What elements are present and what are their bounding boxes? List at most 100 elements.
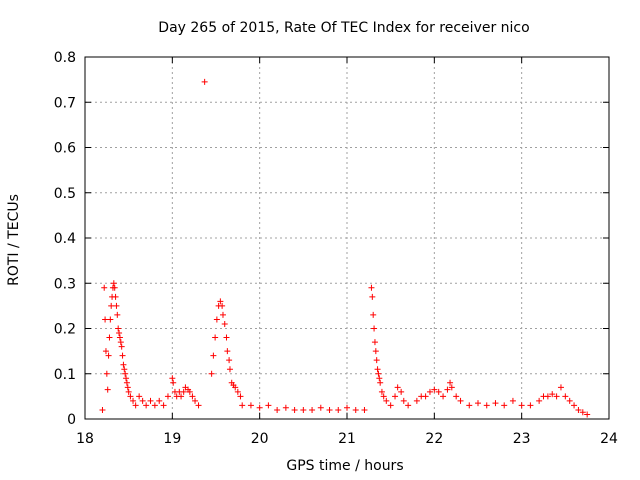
- data-point: [192, 397, 199, 404]
- x-axis-title: GPS time / hours: [286, 458, 403, 474]
- data-point: [136, 393, 143, 400]
- ticks-layer: [84, 56, 610, 420]
- data-point: [394, 384, 401, 391]
- data-point: [116, 330, 123, 337]
- data-point: [368, 284, 375, 291]
- data-point: [107, 316, 114, 323]
- data-point: [518, 402, 525, 409]
- data-point: [387, 402, 394, 409]
- data-point: [101, 284, 108, 291]
- y-tick-label: 0.4: [54, 231, 76, 247]
- data-point: [492, 400, 499, 407]
- data-point: [374, 366, 381, 373]
- data-point: [164, 393, 171, 400]
- data-point: [219, 302, 226, 309]
- data-point: [562, 393, 569, 400]
- data-point: [102, 316, 109, 323]
- data-point: [123, 375, 130, 382]
- data-point: [105, 352, 112, 359]
- data-point: [106, 334, 113, 341]
- data-point: [453, 393, 460, 400]
- x-tick-label: 20: [251, 431, 269, 447]
- data-point: [119, 352, 126, 359]
- data-point: [380, 393, 387, 400]
- data-point: [232, 384, 239, 391]
- data-point: [111, 284, 118, 291]
- data-point: [447, 379, 454, 386]
- y-tick-label: 0.8: [54, 50, 76, 66]
- y-tick-label: 0.2: [54, 322, 76, 338]
- x-tick-label: 21: [338, 431, 356, 447]
- x-tick-label: 23: [513, 431, 531, 447]
- data-point: [426, 388, 433, 395]
- data-point: [300, 406, 307, 413]
- x-tick-labels: 18 19 20 21 22 23 24: [76, 431, 618, 447]
- data-point: [208, 370, 215, 377]
- data-point: [352, 406, 359, 413]
- data-point: [139, 397, 146, 404]
- data-point: [444, 386, 451, 393]
- points-layer: [99, 78, 591, 418]
- data-point: [114, 311, 121, 318]
- data-point: [557, 384, 564, 391]
- data-point: [371, 339, 378, 346]
- data-point: [400, 397, 407, 404]
- data-point: [223, 334, 230, 341]
- data-point: [527, 402, 534, 409]
- data-point: [108, 302, 115, 309]
- x-tick-label: 18: [76, 431, 94, 447]
- data-point: [282, 404, 289, 411]
- x-tick-label: 22: [425, 431, 443, 447]
- data-point: [213, 316, 220, 323]
- data-point: [405, 402, 412, 409]
- data-point: [151, 402, 158, 409]
- data-point: [201, 78, 208, 85]
- data-point: [189, 393, 196, 400]
- data-point: [112, 293, 119, 300]
- data-point: [466, 402, 473, 409]
- y-axis-title: ROTI / TECUs: [6, 194, 22, 286]
- x-tick-label: 24: [600, 431, 618, 447]
- y-tick-label: 0.7: [54, 95, 76, 111]
- data-point: [226, 366, 233, 373]
- data-point: [116, 334, 123, 341]
- data-point: [186, 388, 193, 395]
- data-point: [370, 311, 377, 318]
- data-point: [117, 339, 124, 346]
- data-point: [501, 402, 508, 409]
- data-point: [549, 391, 556, 398]
- data-point: [376, 375, 383, 382]
- data-point: [180, 388, 187, 395]
- y-tick-label: 0.3: [54, 276, 76, 292]
- y-tick-labels: 0 0.1 0.2 0.3 0.4 0.5 0.6 0.7 0.8: [54, 50, 76, 428]
- data-point: [219, 311, 226, 318]
- data-point: [377, 379, 384, 386]
- data-point: [256, 404, 263, 411]
- data-point: [392, 393, 399, 400]
- data-point: [195, 402, 202, 409]
- data-point: [475, 400, 481, 407]
- y-tick-label: 0.5: [54, 186, 76, 202]
- data-point: [361, 406, 368, 413]
- data-point: [274, 406, 281, 413]
- y-tick-label: 0.1: [54, 367, 76, 383]
- data-point: [118, 343, 125, 350]
- data-point: [413, 397, 420, 404]
- data-point: [156, 397, 163, 404]
- data-point: [335, 406, 342, 413]
- x-tick-label: 19: [163, 431, 181, 447]
- data-point: [373, 357, 380, 364]
- chart-title: Day 265 of 2015, Rate Of TEC Index for r…: [158, 20, 529, 36]
- data-point: [247, 402, 254, 409]
- data-point: [422, 393, 429, 400]
- data-point: [378, 388, 385, 395]
- data-point: [544, 393, 551, 400]
- data-point: [265, 402, 272, 409]
- data-point: [234, 388, 241, 395]
- data-point: [130, 397, 137, 404]
- data-point: [584, 411, 591, 418]
- data-point: [221, 320, 228, 327]
- data-point: [237, 393, 244, 400]
- data-point: [398, 388, 405, 395]
- data-point: [371, 325, 378, 332]
